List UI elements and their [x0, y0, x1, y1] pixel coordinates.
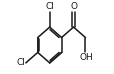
- Text: Cl: Cl: [45, 2, 54, 11]
- Text: OH: OH: [79, 53, 92, 62]
- Text: O: O: [69, 2, 76, 11]
- Text: Cl: Cl: [16, 58, 25, 67]
